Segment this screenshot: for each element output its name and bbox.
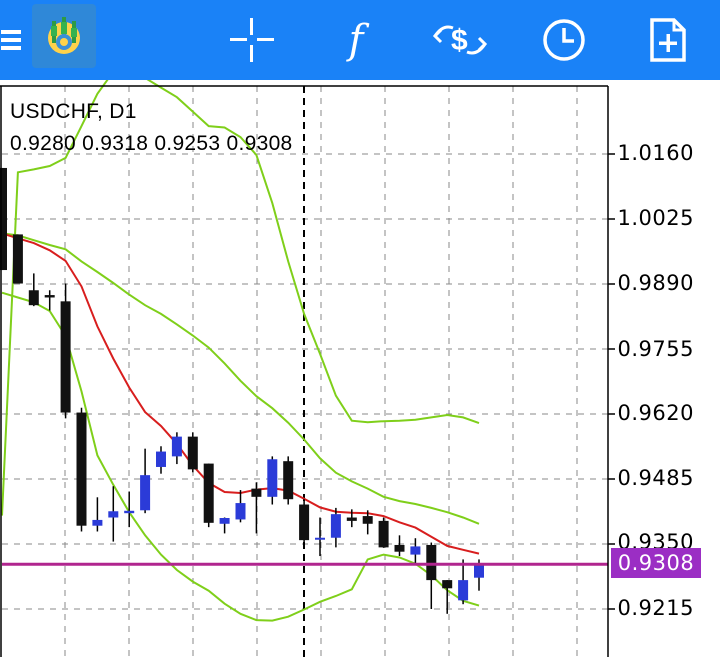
price-chart[interactable] [0,80,720,657]
candle-body-bull [124,510,135,514]
candle-body-bear [0,167,7,271]
candle-body-bear [76,412,87,526]
add-order-icon[interactable] [646,0,690,80]
bollinger-middle-band-line [1,232,480,525]
candle-body-bull [92,519,103,526]
chart-area[interactable]: USDCHF, D1 0.9280 0.9318 0.9253 0.9308 1… [0,80,720,657]
history-icon[interactable] [538,0,590,80]
candle-body-bear [378,520,389,548]
candle-body-bull [267,459,278,497]
candle-body-bear [283,461,294,500]
chart-ohlc-values: 0.9280 0.9318 0.9253 0.9308 [10,132,293,155]
candle-body-bull [219,518,230,524]
candle-body-bull [315,537,325,540]
candle-body-bull [458,580,469,601]
top-toolbar: f $ [0,0,720,80]
candle-body-bull [330,514,341,538]
candle-body-bull [156,451,166,467]
candle-body-bear [346,517,357,521]
app-logo[interactable] [32,4,96,68]
price-label: 0.9485 [617,466,694,490]
price-label: 0.9755 [617,337,694,361]
candle-body-bear [187,436,198,470]
price-label: 0.9215 [617,596,694,620]
menu-icon[interactable] [0,0,24,80]
candle-body-bull [474,564,484,578]
candle-body-bear [442,580,453,589]
candle-body-bull [171,436,182,457]
candle-body-bear [299,504,310,541]
candle-body-bull [140,475,151,511]
indicators-glyph: f [348,17,364,63]
candle-body-bear [44,295,55,298]
candle-body-bear [251,488,262,497]
price-label: 0.9890 [617,271,694,295]
candle-body-bear [362,516,373,524]
current-price-badge: 0.9308 [611,548,701,578]
candle-body-bear [28,290,39,306]
price-label: 0.9620 [617,401,694,425]
bollinger-upper-band-line [1,80,480,516]
price-label: 1.0025 [617,206,694,230]
candle-body-bear [60,301,71,413]
price-label: 1.0160 [617,141,694,165]
bollinger-lower-band-line [1,291,480,622]
candle-body-bear [426,544,437,581]
indicators-icon[interactable]: f [334,0,378,80]
candle-body-bear [203,463,214,523]
candle-body-bull [235,503,246,520]
trade-icon[interactable]: $ [430,0,490,80]
svg-text:$: $ [451,24,468,57]
candle-body-bear [394,544,405,552]
metatrader-logo-icon [48,17,80,54]
candle-body-bull [108,511,119,518]
crosshair-icon[interactable] [226,0,278,80]
candle-body-bull [410,546,421,555]
candle-body-bear [12,234,23,284]
chart-symbol-timeframe: USDCHF, D1 [10,100,137,123]
